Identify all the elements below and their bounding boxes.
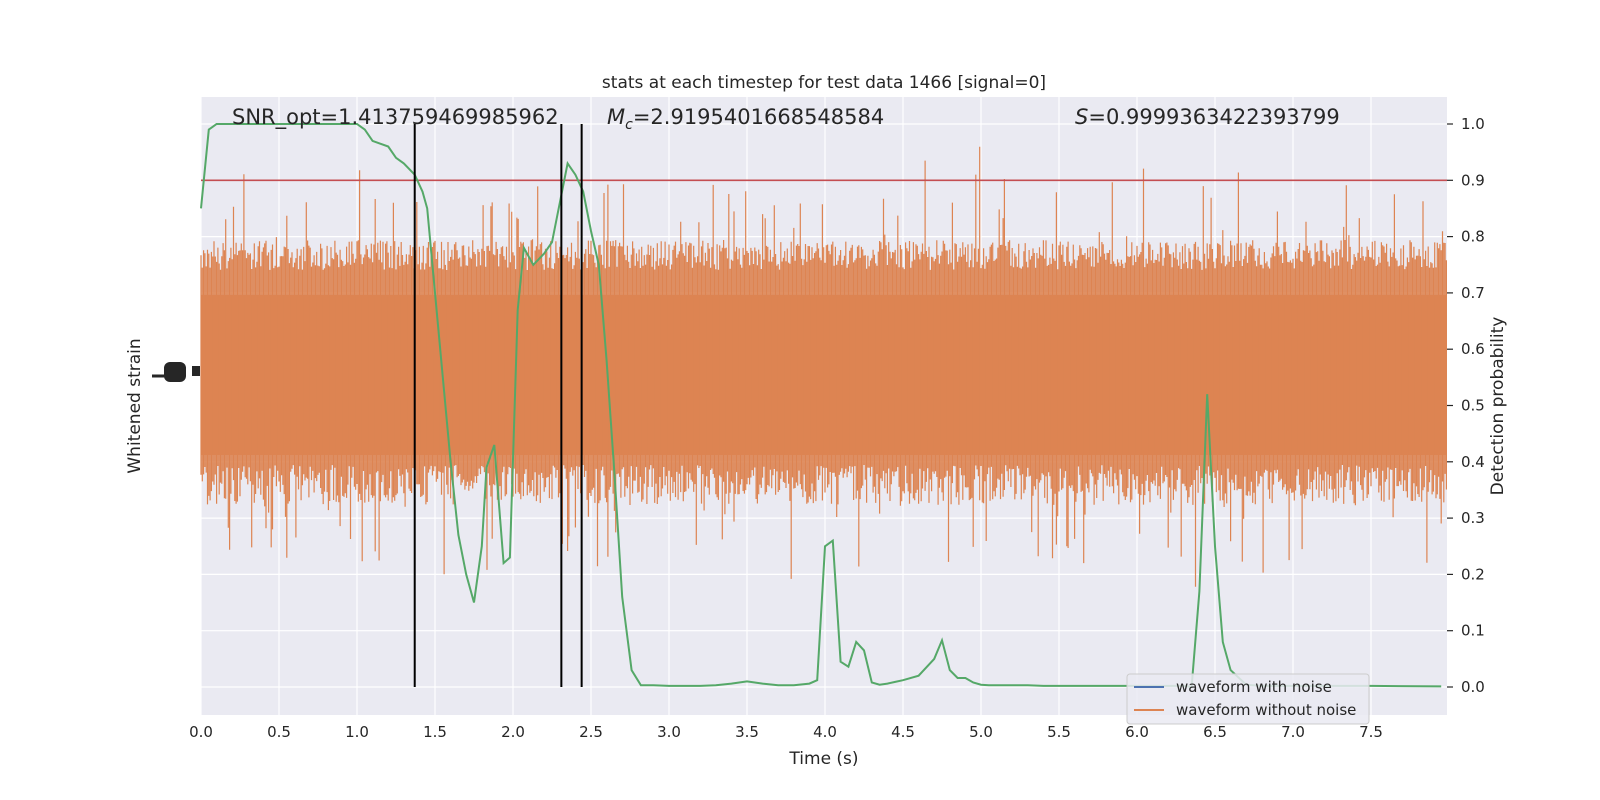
left-tick-mark <box>192 366 200 376</box>
x-tick-label: 6.5 <box>1203 723 1227 741</box>
legend: waveform with noise waveform without noi… <box>1126 673 1370 725</box>
x-tick-label: 3.0 <box>657 723 681 741</box>
y-tick-label: 0.1 <box>1461 622 1485 640</box>
x-tick-label: 4.0 <box>813 723 837 741</box>
y-tick-label: 0.0 <box>1461 678 1485 696</box>
chart-title: stats at each timestep for test data 146… <box>602 73 1046 93</box>
x-tick-label: 3.5 <box>735 723 759 741</box>
x-tick-label: 2.0 <box>501 723 525 741</box>
y-axis-label-left: Whitened strain <box>125 338 145 473</box>
x-tick-label: 6.0 <box>1125 723 1149 741</box>
x-tick-label: 2.5 <box>579 723 603 741</box>
y-tick-label: 0.8 <box>1461 228 1485 246</box>
left-axis-ticks <box>152 362 200 382</box>
x-tick-label: 7.5 <box>1359 723 1383 741</box>
y-tick-label: 0.6 <box>1461 340 1485 358</box>
strain-band <box>200 146 1447 587</box>
x-tick-label: 1.5 <box>423 723 447 741</box>
detection-probability-line <box>200 123 1442 689</box>
x-axis-label: Time (s) <box>788 749 858 769</box>
x-tick-label: 5.0 <box>969 723 993 741</box>
y-tick-label: 0.2 <box>1461 565 1485 583</box>
x-tick-label: 5.5 <box>1047 723 1071 741</box>
y-tick-label: 1.0 <box>1461 115 1485 133</box>
s-symbol: S <box>1075 105 1088 129</box>
x-tick-label: 0.5 <box>267 723 291 741</box>
mc-subscript: c <box>625 117 633 133</box>
y-axis-label-right: Detection probability <box>1488 317 1508 496</box>
y-tick-label: 0.7 <box>1461 284 1485 302</box>
probability-layer <box>200 123 1442 689</box>
waveform-without-noise <box>200 146 1447 587</box>
s-value: =0.9999363422393799 <box>1088 105 1339 129</box>
vertical-lines <box>413 124 583 687</box>
legend-label-with-noise: waveform with noise <box>1176 678 1332 696</box>
x-tick-label: 0.0 <box>189 723 213 741</box>
y-ticks-right: 0.0 0.1 0.2 0.3 0.4 0.5 0.6 0.7 0.8 0.9 1.0 <box>1447 115 1485 696</box>
s-annotation: S=0.9999363422393799 <box>1075 105 1340 129</box>
legend-box <box>1126 673 1370 725</box>
x-ticks: 0.0 0.5 1.0 1.5 2.0 2.5 3.0 3.5 4.0 4.5 5.0 5.5 6.0 6… <box>189 723 1383 741</box>
left-tick-cluster <box>164 362 186 382</box>
x-tick-label: 7.0 <box>1281 723 1305 741</box>
y-tick-label: 0.3 <box>1461 509 1485 527</box>
mc-symbol: M <box>607 105 625 129</box>
y-tick-label: 0.4 <box>1461 453 1485 471</box>
mc-annotation: Mc=2.9195401668548584 <box>607 105 884 133</box>
y-tick-label: 0.5 <box>1461 397 1485 415</box>
x-tick-label: 4.5 <box>891 723 915 741</box>
x-tick-label: 1.0 <box>345 723 369 741</box>
y-tick-label: 0.9 <box>1461 171 1485 189</box>
mc-value: =2.9195401668548584 <box>633 105 884 129</box>
legend-label-without-noise: waveform without noise <box>1176 701 1356 719</box>
snr-annotation: SNR_opt=1.413759469985962 <box>232 105 559 130</box>
